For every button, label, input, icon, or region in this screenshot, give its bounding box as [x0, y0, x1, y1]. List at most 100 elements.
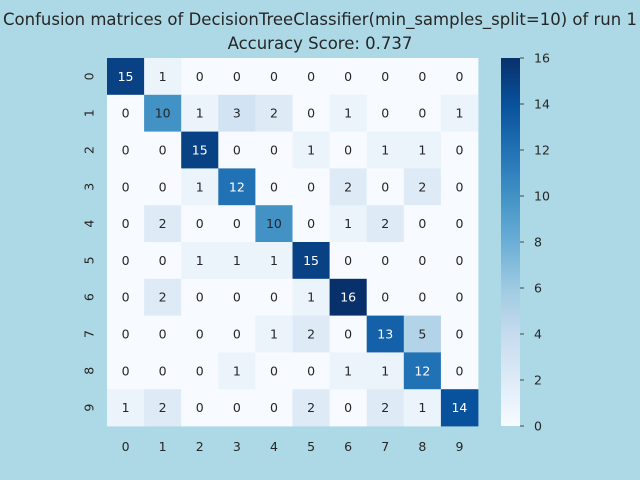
heatmap-cell — [181, 242, 219, 280]
colorbar-gradient — [501, 58, 520, 426]
colorbar-tick-label: 6 — [534, 281, 542, 296]
heatmap-cell — [144, 315, 182, 353]
heatmap-cell — [144, 131, 182, 169]
heatmap-cell — [218, 315, 256, 353]
heatmap-cell — [255, 352, 293, 390]
heatmap-cell — [403, 205, 442, 243]
cell-value-label: 2 — [159, 400, 167, 415]
cell-value-label: 0 — [381, 253, 389, 268]
cell-value-label: 0 — [233, 400, 241, 415]
x-tick-label: 0 — [122, 439, 130, 454]
cell-value-label: 0 — [455, 216, 463, 231]
cell-value-label: 2 — [344, 179, 352, 194]
cell-value-label: 12 — [414, 363, 430, 378]
colorbar-tick-label: 0 — [534, 419, 542, 434]
cell-value-label: 0 — [233, 216, 241, 231]
heatmap-cell — [107, 205, 145, 243]
cell-value-label: 0 — [381, 106, 389, 121]
cell-value-label: 0 — [196, 69, 204, 84]
heatmap-cell — [181, 58, 219, 96]
cell-value-label: 12 — [229, 179, 245, 194]
x-tick-label: 7 — [381, 439, 389, 454]
cell-value-label: 0 — [270, 179, 278, 194]
heatmap-cell — [107, 242, 145, 280]
cell-value-label: 0 — [122, 327, 130, 342]
cell-value-label: 0 — [196, 363, 204, 378]
heatmap-cell — [218, 168, 256, 206]
cell-value-label: 0 — [233, 143, 241, 158]
cell-value-label: 0 — [270, 69, 278, 84]
cell-value-label: 16 — [340, 290, 356, 305]
heatmap-cell — [107, 131, 145, 169]
cell-value-label: 0 — [418, 106, 426, 121]
heatmap-cell — [144, 58, 182, 96]
heatmap-cell — [366, 131, 405, 169]
heatmap-cell — [440, 242, 479, 280]
x-tick-label: 6 — [344, 439, 352, 454]
heatmap-cell — [218, 278, 256, 316]
y-tick-label: 7 — [82, 330, 97, 338]
cell-value-label: 2 — [307, 400, 315, 415]
heatmap-cell — [403, 278, 442, 316]
cell-value-label: 0 — [381, 69, 389, 84]
heatmap-cell — [107, 278, 145, 316]
cell-value-label: 0 — [122, 253, 130, 268]
heatmap-cell — [292, 315, 330, 353]
cell-value-label: 0 — [233, 290, 241, 305]
heatmap-cell — [255, 168, 293, 206]
cell-value-label: 1 — [196, 253, 204, 268]
cell-value-label: 0 — [418, 69, 426, 84]
colorbar: 0 2 4 6 8 10 12 14 16 — [501, 51, 550, 434]
cell-value-label: 1 — [344, 106, 352, 121]
heatmap-cell — [403, 131, 442, 169]
x-tick-label: 4 — [270, 439, 278, 454]
heatmap-cell — [329, 58, 368, 96]
heatmap-cell — [329, 131, 368, 169]
heatmap-cell — [329, 168, 368, 206]
cell-value-label: 0 — [418, 253, 426, 268]
x-tick-label: 5 — [307, 439, 315, 454]
cell-value-label: 0 — [196, 400, 204, 415]
cell-value-label: 1 — [307, 143, 315, 158]
cell-value-label: 13 — [377, 327, 393, 342]
cell-value-label: 0 — [307, 216, 315, 231]
cell-value-label: 0 — [455, 363, 463, 378]
cell-value-label: 0 — [196, 327, 204, 342]
heatmap-cell — [255, 242, 293, 280]
cell-value-label: 14 — [451, 400, 467, 415]
heatmap-cell — [366, 242, 405, 280]
cell-value-label: 0 — [381, 179, 389, 194]
cell-value-label: 15 — [118, 69, 134, 84]
heatmap-cell — [255, 131, 293, 169]
y-tick-label: 8 — [82, 367, 97, 375]
heatmap-cell — [292, 94, 330, 132]
heatmap-cell — [440, 58, 479, 96]
heatmap-cell — [440, 131, 479, 169]
heatmap-cell — [403, 94, 442, 132]
cell-value-label: 0 — [307, 363, 315, 378]
cell-value-label: 2 — [307, 327, 315, 342]
heatmap-cell — [440, 352, 479, 390]
cell-value-label: 0 — [159, 179, 167, 194]
y-tick-label: 1 — [82, 109, 97, 117]
cell-value-label: 0 — [344, 327, 352, 342]
heatmap-cell — [292, 242, 330, 280]
y-tick-label: 6 — [82, 293, 97, 301]
heatmap-cell — [403, 315, 442, 353]
cell-value-label: 1 — [270, 253, 278, 268]
cell-value-label: 0 — [122, 106, 130, 121]
heatmap-cell — [329, 352, 368, 390]
cell-value-label: 1 — [344, 216, 352, 231]
heatmap-cell — [403, 168, 442, 206]
heatmap-cell — [255, 58, 293, 96]
heatmap-cell — [366, 278, 405, 316]
cell-value-label: 15 — [192, 143, 208, 158]
cell-value-label: 10 — [266, 216, 282, 231]
heatmap-cell — [144, 205, 182, 243]
cell-value-label: 0 — [122, 216, 130, 231]
heatmap-cell — [181, 315, 219, 353]
heatmap-cell — [366, 58, 405, 96]
heatmap-cell — [107, 94, 145, 132]
